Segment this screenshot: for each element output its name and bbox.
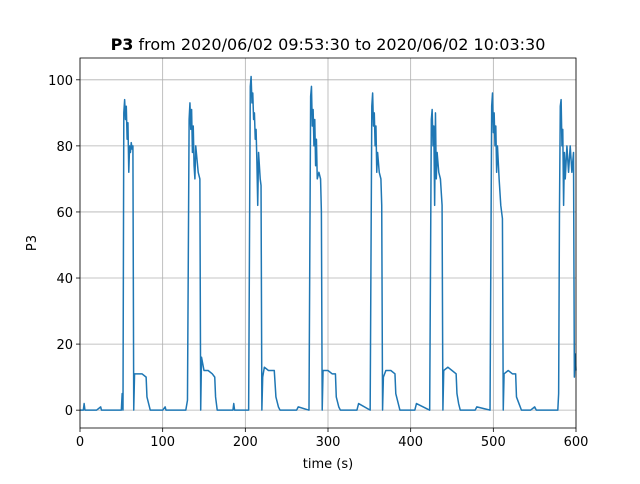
x-tick-label: 600 xyxy=(564,435,589,450)
data-line xyxy=(80,75,577,411)
chart-title: P3 from 2020/06/02 09:53:30 to 2020/06/0… xyxy=(111,35,546,54)
y-tick-label: 20 xyxy=(56,338,73,353)
y-tick-label: 80 xyxy=(56,140,73,155)
x-tick-label: 500 xyxy=(481,435,506,450)
x-tick-label: 100 xyxy=(150,435,175,450)
title-rest: from 2020/06/02 09:53:30 to 2020/06/02 1… xyxy=(139,35,546,54)
x-tick-label: 300 xyxy=(316,435,341,450)
x-axis-label: time (s) xyxy=(303,457,353,472)
title-bold: P3 xyxy=(111,35,134,54)
y-tick-label: 0 xyxy=(65,404,73,419)
y-axis-label: P3 xyxy=(25,235,40,251)
x-tick-label: 200 xyxy=(233,435,258,450)
x-tick-label: 400 xyxy=(398,435,423,450)
plot-frame xyxy=(79,57,577,429)
x-tick-label: 0 xyxy=(76,435,84,450)
y-tick-label: 60 xyxy=(56,206,73,221)
y-tick-label: 40 xyxy=(56,272,73,287)
y-tick-label: 100 xyxy=(48,74,73,89)
